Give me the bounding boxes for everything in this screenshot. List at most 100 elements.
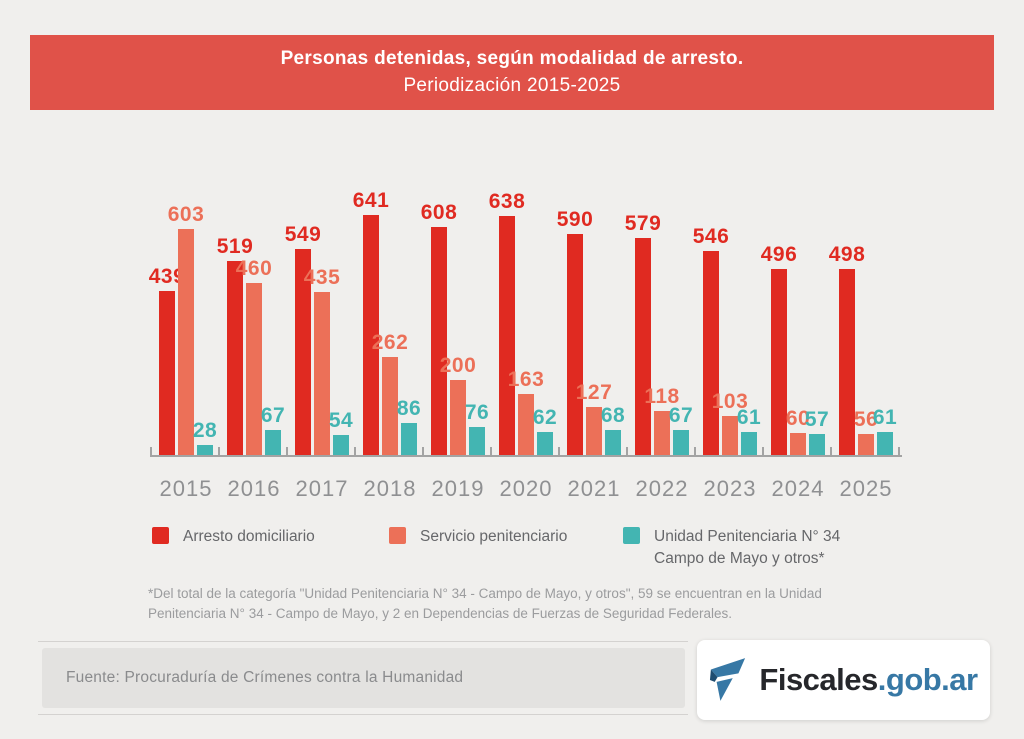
bar [431, 227, 447, 455]
year-label-2022: 2022 [635, 476, 689, 501]
bar [450, 380, 466, 455]
bar-col: 519 [217, 236, 253, 455]
bar-group-2025: 498 56 61 [828, 155, 900, 455]
bar-value-label: 549 [284, 223, 322, 246]
bar-group-2021: 590 127 68 [557, 155, 628, 455]
bar-chart-plot: 439 603 28 519 460 67 549 435 54 641 262 86 608 200 76… [149, 155, 900, 455]
bar-value-label: 57 [804, 408, 830, 431]
bar-col: 590 [557, 209, 593, 455]
x-axis-tick [830, 447, 832, 455]
bar-col: 579 [625, 213, 661, 455]
bar-value-label: 61 [872, 406, 898, 429]
year-label-2025: 2025 [839, 476, 893, 501]
x-axis-tick [354, 447, 356, 455]
bar-value-label: 60 [785, 407, 811, 430]
legend-swatch [623, 527, 640, 544]
legend-item-1: Servicio penitenciario [389, 526, 623, 569]
bar [877, 432, 893, 455]
legend-item-0: Arresto domiciliario [152, 526, 389, 569]
bar-col: 61 [737, 407, 761, 455]
source-box: Fuente: Procuraduría de Crímenes contra … [42, 648, 685, 708]
x-axis-tick [626, 447, 628, 455]
year-label-2023: 2023 [703, 476, 757, 501]
bar-value-label: 163 [507, 368, 545, 391]
bar [654, 411, 670, 455]
bar [722, 416, 738, 455]
bar [741, 432, 757, 455]
bar-group-2018: 641 262 86 [353, 155, 424, 455]
bar [382, 357, 398, 455]
bar-value-label: 579 [624, 212, 662, 235]
bar-value-label: 546 [692, 225, 730, 248]
bar-value-label: 519 [216, 235, 254, 258]
source-divider-top [38, 641, 688, 642]
year-label-2020: 2020 [499, 476, 553, 501]
bar-value-label: 603 [167, 203, 205, 226]
x-axis-tick [490, 447, 492, 455]
bar-group-2023: 546 103 61 [693, 155, 764, 455]
bar-col: 76 [465, 402, 489, 455]
bar-col: 67 [669, 405, 693, 455]
bar [246, 283, 262, 455]
chart-legend: Arresto domiciliario Servicio penitenciar… [152, 526, 900, 569]
bar-value-label: 641 [352, 189, 390, 212]
bar [858, 434, 874, 455]
year-label-2021: 2021 [567, 476, 621, 501]
bar-col: 608 [421, 202, 457, 455]
x-axis-line [150, 455, 902, 457]
bar [839, 269, 855, 455]
bar-col: 638 [489, 191, 525, 455]
legend-swatch [152, 527, 169, 544]
bar-value-label: 127 [575, 381, 613, 404]
bar-col: 439 [149, 266, 185, 455]
bar [809, 434, 825, 455]
bar-col: 641 [353, 190, 389, 455]
bar-col: 546 [693, 226, 729, 455]
year-label-2024: 2024 [771, 476, 825, 501]
source-text: Fuente: Procuraduría de Crímenes contra … [66, 669, 464, 686]
bar [314, 292, 330, 455]
x-axis-tick [898, 447, 900, 455]
bar-col: 118 [644, 386, 679, 455]
x-axis-tick [218, 447, 220, 455]
bar-col: 67 [261, 405, 285, 455]
bar-col: 61 [873, 407, 897, 455]
bar-value-label: 262 [371, 331, 409, 354]
bar-group-2017: 549 435 54 [285, 155, 356, 455]
bar [499, 216, 515, 455]
fiscales-wordmark-black: Fiscales [759, 662, 878, 697]
bar-col: 103 [712, 391, 748, 455]
legend-label: Servicio penitenciario [420, 528, 568, 545]
bar-col: 549 [285, 224, 321, 455]
x-axis-tick [762, 447, 764, 455]
bar-value-label: 638 [488, 190, 526, 213]
fiscales-wordmark-blue: .gob.ar [877, 662, 978, 697]
bar-col: 262 [372, 332, 408, 455]
bar-group-2024: 496 60 57 [761, 155, 832, 455]
bar [197, 445, 213, 455]
bar-group-2020: 638 163 62 [489, 155, 560, 455]
year-label-2015: 2015 [159, 476, 213, 501]
bar [401, 423, 417, 455]
bar-group-2015: 439 603 28 [149, 155, 220, 455]
chart-footnote: *Del total de la categoría "Unidad Penit… [148, 586, 822, 622]
chart-subtitle: Periodización 2015-2025 [403, 75, 621, 96]
bar-value-label: 498 [828, 243, 866, 266]
year-label-2016: 2016 [227, 476, 281, 501]
bar-value-label: 590 [556, 208, 594, 231]
bar-value-label: 608 [420, 201, 458, 224]
bar-col: 496 [761, 244, 797, 455]
bar [567, 234, 583, 455]
bar-value-label: 67 [260, 404, 286, 427]
bar [469, 427, 485, 455]
year-label-2018: 2018 [363, 476, 417, 501]
chart-header-band: Personas detenidas, según modalidad de a… [30, 35, 994, 110]
bar [703, 251, 719, 455]
bar-value-label: 61 [736, 406, 762, 429]
fiscales-flag-icon [710, 658, 746, 701]
bar-value-label: 200 [439, 354, 477, 377]
bar-group-2019: 608 200 76 [421, 155, 492, 455]
bar [771, 269, 787, 455]
bar [333, 435, 349, 455]
bar-value-label: 86 [396, 397, 422, 420]
